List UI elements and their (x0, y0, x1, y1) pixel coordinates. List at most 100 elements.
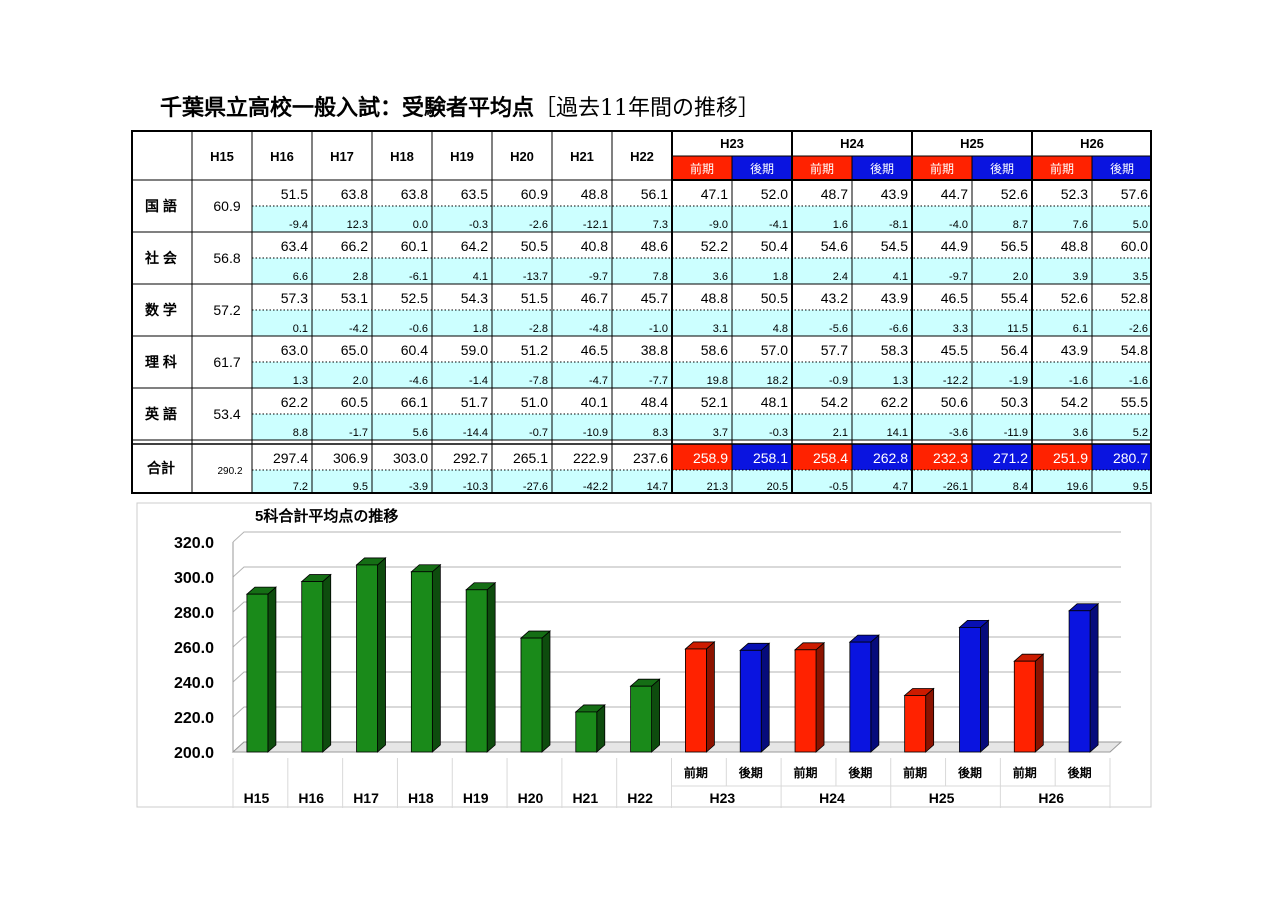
subject-label: 英 語 (144, 406, 177, 422)
score-value: 51.2 (521, 342, 548, 358)
total-diff: 8.4 (1013, 481, 1028, 493)
score-value: 52.5 (401, 290, 428, 306)
score-diff: 7.3 (653, 219, 668, 231)
score-diff: -14.4 (463, 427, 488, 439)
bar (629, 678, 661, 753)
total-diff: 4.7 (893, 481, 908, 493)
gridline (232, 671, 1121, 683)
chart-title: 5科合計平均点の推移 (255, 507, 398, 525)
x-tick-label: H19 (463, 790, 489, 806)
score-value: 54.5 (881, 238, 908, 254)
score-value: 43.2 (821, 290, 848, 306)
h15-score: 60.9 (213, 198, 240, 214)
year-header: H19 (450, 149, 474, 164)
score-value: 51.5 (281, 186, 308, 202)
x-tick-label: H18 (408, 790, 434, 806)
bar (300, 573, 332, 753)
score-value: 48.1 (761, 394, 788, 410)
total-value: 237.6 (633, 450, 668, 466)
bar (848, 634, 880, 753)
score-value: 51.7 (461, 394, 488, 410)
score-value: 46.7 (581, 290, 608, 306)
year-header: H24 (840, 136, 865, 151)
x-tick-label: H17 (353, 790, 379, 806)
score-diff: -1.6 (1069, 375, 1088, 387)
h15-score: 53.4 (213, 406, 240, 422)
year-header: H17 (330, 149, 354, 164)
half-header: 後期 (1110, 162, 1134, 176)
x-half-label: 前期 (794, 765, 818, 780)
total-diff: -42.2 (583, 481, 608, 493)
score-diff: 1.8 (773, 271, 788, 283)
floor (231, 741, 1123, 753)
total-diff: -27.6 (523, 481, 548, 493)
score-value: 55.5 (1121, 394, 1148, 410)
score-diff: -0.6 (409, 323, 428, 335)
score-diff: 2.0 (353, 375, 368, 387)
score-value: 54.8 (1121, 342, 1148, 358)
score-diff: 2.4 (833, 271, 848, 283)
bar (519, 630, 552, 753)
score-diff: -6.6 (889, 323, 908, 335)
score-value: 52.1 (701, 394, 728, 410)
score-value: 63.4 (281, 238, 308, 254)
score-value: 65.0 (341, 342, 368, 358)
score-diff: -4.0 (949, 219, 968, 231)
score-diff: -11.9 (1004, 427, 1028, 439)
score-diff: -0.9 (829, 375, 848, 387)
score-diff: 14.1 (887, 427, 908, 439)
score-value: 60.9 (521, 186, 548, 202)
score-value: 64.2 (461, 238, 488, 254)
score-diff: -12.1 (583, 219, 608, 231)
title-sub: ［過去11年間の推移］ (534, 96, 761, 121)
y-tick-label: 240.0 (174, 675, 214, 692)
x-tick-label: H15 (244, 790, 270, 806)
bar (739, 642, 771, 753)
score-diff: 7.6 (1073, 219, 1088, 231)
x-tick-label: H23 (709, 790, 735, 806)
total-diff: 20.5 (767, 481, 788, 493)
score-value: 44.7 (941, 186, 968, 202)
score-value: 63.5 (461, 186, 488, 202)
score-diff: -7.7 (649, 375, 668, 387)
score-value: 51.0 (521, 394, 548, 410)
x-tick-label: H26 (1038, 790, 1064, 806)
bar (355, 557, 387, 753)
score-value: 56.4 (1001, 342, 1028, 358)
score-diff: -4.2 (349, 323, 368, 335)
score-value: 43.9 (881, 290, 908, 306)
bar (793, 641, 826, 753)
score-diff: 5.0 (1133, 219, 1148, 231)
total-value: 303.0 (393, 450, 428, 466)
total-value: 258.9 (693, 450, 728, 466)
score-diff: 8.3 (653, 427, 668, 439)
score-value: 50.3 (1001, 394, 1028, 410)
subject-label: 理 科 (145, 354, 177, 370)
score-value: 57.6 (1121, 186, 1148, 202)
x-tick-label: H24 (819, 790, 845, 806)
score-diff: 5.2 (1133, 427, 1148, 439)
half-header: 前期 (690, 161, 714, 176)
total-value: 251.9 (1053, 450, 1088, 466)
score-value: 50.4 (761, 238, 788, 254)
score-value: 48.6 (641, 238, 668, 254)
score-diff: 3.6 (1073, 427, 1088, 439)
score-value: 60.0 (1121, 238, 1148, 254)
score-diff: 2.1 (833, 427, 848, 439)
score-value: 46.5 (941, 290, 968, 306)
x-tick-label: H21 (572, 790, 598, 806)
score-diff: -1.9 (1009, 375, 1028, 387)
subject-label: 数 学 (145, 302, 177, 318)
year-header: H15 (210, 149, 234, 164)
x-half-label: 前期 (1013, 765, 1037, 780)
half-header: 後期 (990, 162, 1014, 176)
x-half-label: 後期 (848, 765, 872, 780)
score-diff: -4.1 (769, 219, 788, 231)
total-diff: 19.6 (1067, 481, 1088, 493)
score-diff: 8.8 (293, 427, 308, 439)
bar (410, 563, 442, 753)
score-diff: 6.6 (293, 271, 308, 283)
score-diff: -9.0 (709, 219, 728, 231)
year-header: H18 (390, 149, 414, 164)
score-diff: -2.8 (529, 323, 548, 335)
